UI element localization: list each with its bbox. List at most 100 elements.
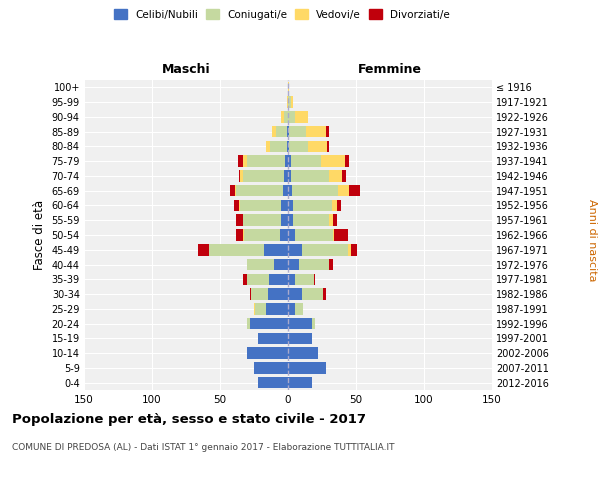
Bar [198, 244, 209, 256]
Bar [288, 229, 295, 241]
Bar [239, 170, 241, 181]
Text: Popolazione per età, sesso e stato civile - 2017: Popolazione per età, sesso e stato civil… [12, 412, 366, 426]
Bar [209, 244, 263, 256]
Bar [337, 200, 341, 211]
Bar [302, 288, 323, 300]
Bar [293, 200, 332, 211]
Bar [334, 229, 348, 241]
Bar [254, 362, 288, 374]
Bar [308, 140, 328, 152]
Bar [236, 229, 243, 241]
Bar [239, 200, 241, 211]
Bar [323, 288, 326, 300]
Bar [250, 288, 251, 300]
Bar [291, 156, 320, 167]
Bar [288, 126, 289, 138]
Bar [250, 318, 288, 330]
Bar [288, 96, 291, 108]
Bar [241, 170, 243, 181]
Legend: Celibi/Nubili, Coniugati/e, Vedovi/e, Divorziati/e: Celibi/Nubili, Coniugati/e, Vedovi/e, Di… [110, 5, 454, 24]
Bar [287, 126, 288, 138]
Bar [254, 303, 256, 314]
Bar [333, 214, 337, 226]
Bar [236, 185, 283, 196]
Bar [281, 111, 284, 122]
Bar [247, 156, 285, 167]
Bar [247, 318, 250, 330]
Bar [263, 244, 288, 256]
Bar [288, 348, 318, 359]
Bar [266, 140, 271, 152]
Y-axis label: Fasce di età: Fasce di età [33, 200, 46, 270]
Bar [350, 244, 358, 256]
Bar [247, 348, 288, 359]
Bar [243, 170, 284, 181]
Bar [302, 244, 348, 256]
Bar [345, 156, 349, 167]
Bar [243, 214, 281, 226]
Bar [288, 170, 291, 181]
Bar [338, 185, 349, 196]
Bar [233, 200, 239, 211]
Bar [244, 229, 280, 241]
Bar [295, 229, 333, 241]
Bar [295, 274, 314, 285]
Bar [236, 214, 243, 226]
Bar [271, 140, 287, 152]
Bar [288, 288, 302, 300]
Bar [247, 274, 269, 285]
Bar [258, 332, 288, 344]
Bar [288, 82, 289, 93]
Bar [328, 140, 329, 152]
Bar [272, 126, 276, 138]
Bar [349, 185, 360, 196]
Bar [251, 288, 268, 300]
Bar [241, 200, 281, 211]
Bar [281, 200, 288, 211]
Bar [287, 140, 288, 152]
Bar [329, 214, 333, 226]
Text: Femmine: Femmine [358, 62, 422, 76]
Bar [329, 259, 333, 270]
Bar [283, 185, 288, 196]
Bar [281, 214, 288, 226]
Bar [247, 259, 274, 270]
Text: Anni di nascita: Anni di nascita [587, 198, 597, 281]
Bar [288, 318, 313, 330]
Bar [284, 111, 288, 122]
Bar [235, 185, 236, 196]
Bar [293, 214, 329, 226]
Bar [269, 274, 288, 285]
Bar [243, 156, 247, 167]
Bar [288, 140, 289, 152]
Bar [288, 274, 295, 285]
Bar [280, 229, 288, 241]
Bar [274, 259, 288, 270]
Bar [284, 170, 288, 181]
Bar [288, 303, 295, 314]
Bar [292, 185, 338, 196]
Bar [258, 377, 288, 388]
Bar [243, 229, 244, 241]
Bar [288, 200, 293, 211]
Bar [289, 126, 305, 138]
Bar [291, 96, 293, 108]
Bar [288, 156, 291, 167]
Bar [288, 332, 313, 344]
Bar [276, 126, 287, 138]
Bar [299, 259, 329, 270]
Bar [268, 288, 288, 300]
Bar [288, 214, 293, 226]
Bar [288, 111, 295, 122]
Bar [230, 185, 235, 196]
Bar [238, 156, 243, 167]
Bar [243, 274, 247, 285]
Bar [288, 185, 292, 196]
Bar [333, 229, 334, 241]
Bar [289, 140, 308, 152]
Bar [266, 303, 288, 314]
Bar [329, 170, 343, 181]
Bar [343, 170, 346, 181]
Bar [291, 170, 329, 181]
Bar [314, 274, 315, 285]
